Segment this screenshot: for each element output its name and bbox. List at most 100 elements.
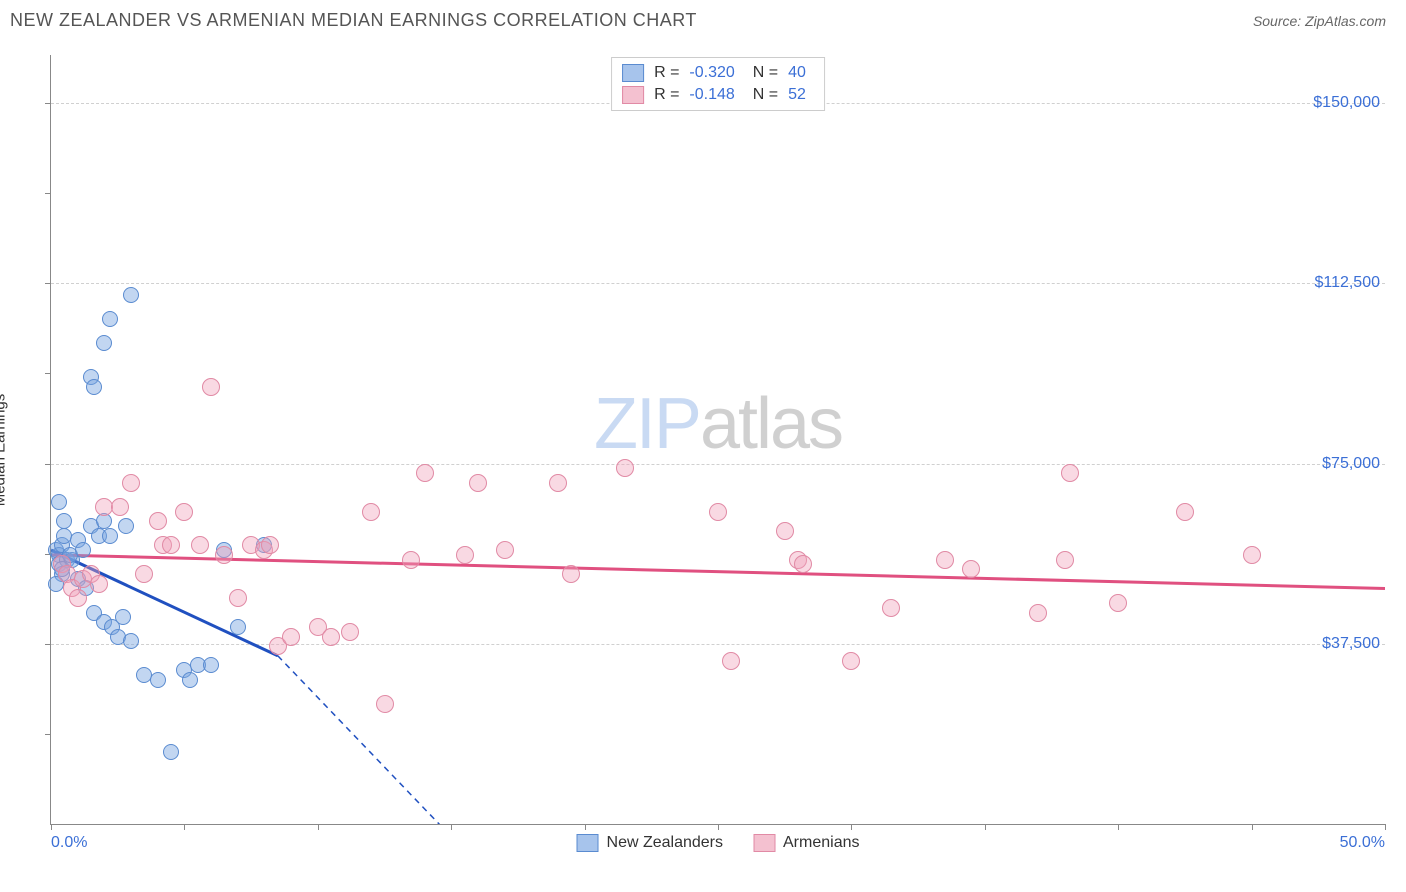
data-point <box>456 546 474 564</box>
x-tick-max: 50.0% <box>1340 834 1385 852</box>
y-axis-label: Median Earnings <box>0 394 9 507</box>
legend-item-arm: Armenians <box>753 834 859 852</box>
data-point <box>149 512 167 530</box>
data-point <box>175 503 193 521</box>
data-point <box>376 695 394 713</box>
data-point <box>162 536 180 554</box>
data-point <box>1056 551 1074 569</box>
data-point <box>562 565 580 583</box>
source-attribution: Source: ZipAtlas.com <box>1253 13 1386 29</box>
x-tick <box>851 824 852 830</box>
data-point <box>150 672 166 688</box>
data-point <box>51 494 67 510</box>
x-tick-min: 0.0% <box>51 834 87 852</box>
legend-row-nz: R = -0.320 N = 40 <box>622 62 814 84</box>
x-tick <box>318 824 319 830</box>
data-point <box>1061 464 1079 482</box>
watermark-left: ZIP <box>594 384 700 464</box>
data-point <box>115 609 131 625</box>
data-point <box>123 633 139 649</box>
data-point <box>842 652 860 670</box>
x-tick <box>1252 824 1253 830</box>
data-point <box>1176 503 1194 521</box>
watermark: ZIPatlas <box>594 383 842 465</box>
gridline-h <box>51 464 1385 465</box>
data-point <box>163 744 179 760</box>
data-point <box>341 623 359 641</box>
r-label: R = <box>654 64 679 82</box>
data-point <box>794 555 812 573</box>
data-point <box>936 551 954 569</box>
swatch-nz <box>622 64 644 82</box>
data-point <box>111 498 129 516</box>
data-point <box>122 474 140 492</box>
legend-item-nz: New Zealanders <box>577 834 724 852</box>
legend-row-arm: R = -0.148 N = 52 <box>622 84 814 106</box>
gridline-h <box>51 644 1385 645</box>
series-name-arm: Armenians <box>783 834 859 852</box>
y-tick-minor <box>45 193 51 194</box>
x-tick <box>585 824 586 830</box>
n-label: N = <box>753 64 778 82</box>
data-point <box>230 619 246 635</box>
plot-area: ZIPatlas R = -0.320 N = 40 R = -0.148 N … <box>50 55 1385 825</box>
data-point <box>1243 546 1261 564</box>
x-tick <box>184 824 185 830</box>
chart-container: Median Earnings ZIPatlas R = -0.320 N = … <box>10 45 1396 855</box>
y-tick <box>45 103 51 104</box>
r-label: R = <box>654 86 679 104</box>
x-tick <box>1118 824 1119 830</box>
y-tick-label: $37,500 <box>1322 635 1380 653</box>
data-point <box>496 541 514 559</box>
series-legend: New Zealanders Armenians <box>577 834 860 852</box>
gridline-h <box>51 283 1385 284</box>
swatch-nz <box>577 834 599 852</box>
r-value-arm: -0.148 <box>689 86 734 104</box>
n-value-nz: 40 <box>788 64 806 82</box>
data-point <box>203 657 219 673</box>
data-point <box>362 503 380 521</box>
data-point <box>102 528 118 544</box>
data-point <box>962 560 980 578</box>
data-point <box>191 536 209 554</box>
chart-title: NEW ZEALANDER VS ARMENIAN MEDIAN EARNING… <box>10 10 697 31</box>
swatch-arm <box>622 86 644 104</box>
x-tick <box>51 824 52 830</box>
x-tick <box>718 824 719 830</box>
data-point <box>261 536 279 554</box>
r-value-nz: -0.320 <box>689 64 734 82</box>
data-point <box>469 474 487 492</box>
data-point <box>322 628 340 646</box>
data-point <box>709 503 727 521</box>
y-tick <box>45 464 51 465</box>
y-tick <box>45 283 51 284</box>
data-point <box>69 589 87 607</box>
data-point <box>1109 594 1127 612</box>
data-point <box>202 378 220 396</box>
data-point <box>616 459 634 477</box>
y-tick-label: $75,000 <box>1322 455 1380 473</box>
x-tick <box>985 824 986 830</box>
correlation-legend: R = -0.320 N = 40 R = -0.148 N = 52 <box>611 57 825 111</box>
data-point <box>402 551 420 569</box>
series-name-nz: New Zealanders <box>607 834 724 852</box>
y-tick <box>45 644 51 645</box>
data-point <box>882 599 900 617</box>
y-tick-minor <box>45 373 51 374</box>
data-point <box>215 546 233 564</box>
data-point <box>549 474 567 492</box>
n-value-arm: 52 <box>788 86 806 104</box>
data-point <box>75 542 91 558</box>
data-point <box>182 672 198 688</box>
watermark-right: atlas <box>700 384 842 464</box>
x-tick <box>451 824 452 830</box>
data-point <box>102 311 118 327</box>
swatch-arm <box>753 834 775 852</box>
data-point <box>123 287 139 303</box>
trend-lines <box>51 55 1385 824</box>
x-tick <box>1385 824 1386 830</box>
y-tick-label: $150,000 <box>1313 94 1380 112</box>
data-point <box>416 464 434 482</box>
y-tick-label: $112,500 <box>1314 274 1380 292</box>
data-point <box>96 335 112 351</box>
